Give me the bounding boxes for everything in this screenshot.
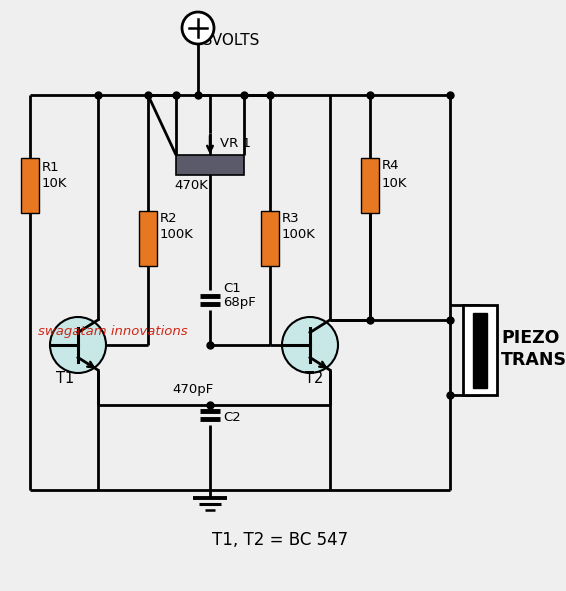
Text: R4: R4 [382, 159, 400, 172]
Text: C2: C2 [223, 411, 241, 424]
Circle shape [182, 12, 214, 44]
Circle shape [282, 317, 338, 373]
Bar [176, 155, 244, 175]
Text: TRANSDUCER: TRANSDUCER [501, 351, 566, 369]
Text: swagatam innovations: swagatam innovations [38, 325, 187, 338]
Text: 470pF: 470pF [172, 383, 213, 396]
Bar [463, 305, 497, 395]
Text: PIEZO: PIEZO [501, 329, 559, 347]
Text: R3: R3 [282, 212, 299, 225]
Text: VR 1: VR 1 [220, 137, 251, 150]
Bar [361, 157, 379, 213]
Text: 100K: 100K [160, 228, 194, 241]
Text: R1: R1 [42, 161, 59, 174]
Bar [139, 210, 157, 265]
Text: 100K: 100K [282, 228, 316, 241]
Text: 10K: 10K [42, 177, 67, 190]
Text: 470K: 470K [174, 179, 208, 192]
Bar [21, 157, 39, 213]
Text: T2: T2 [305, 371, 323, 386]
Bar [473, 313, 487, 388]
Text: 3VOLTS: 3VOLTS [203, 33, 260, 48]
Text: C1: C1 [223, 282, 241, 295]
Text: 10K: 10K [382, 177, 408, 190]
Text: 68pF: 68pF [223, 296, 256, 309]
Circle shape [50, 317, 106, 373]
Bar [261, 210, 279, 265]
Text: R2: R2 [160, 212, 178, 225]
Text: T1, T2 = BC 547: T1, T2 = BC 547 [212, 531, 348, 549]
Text: T1: T1 [56, 371, 74, 386]
